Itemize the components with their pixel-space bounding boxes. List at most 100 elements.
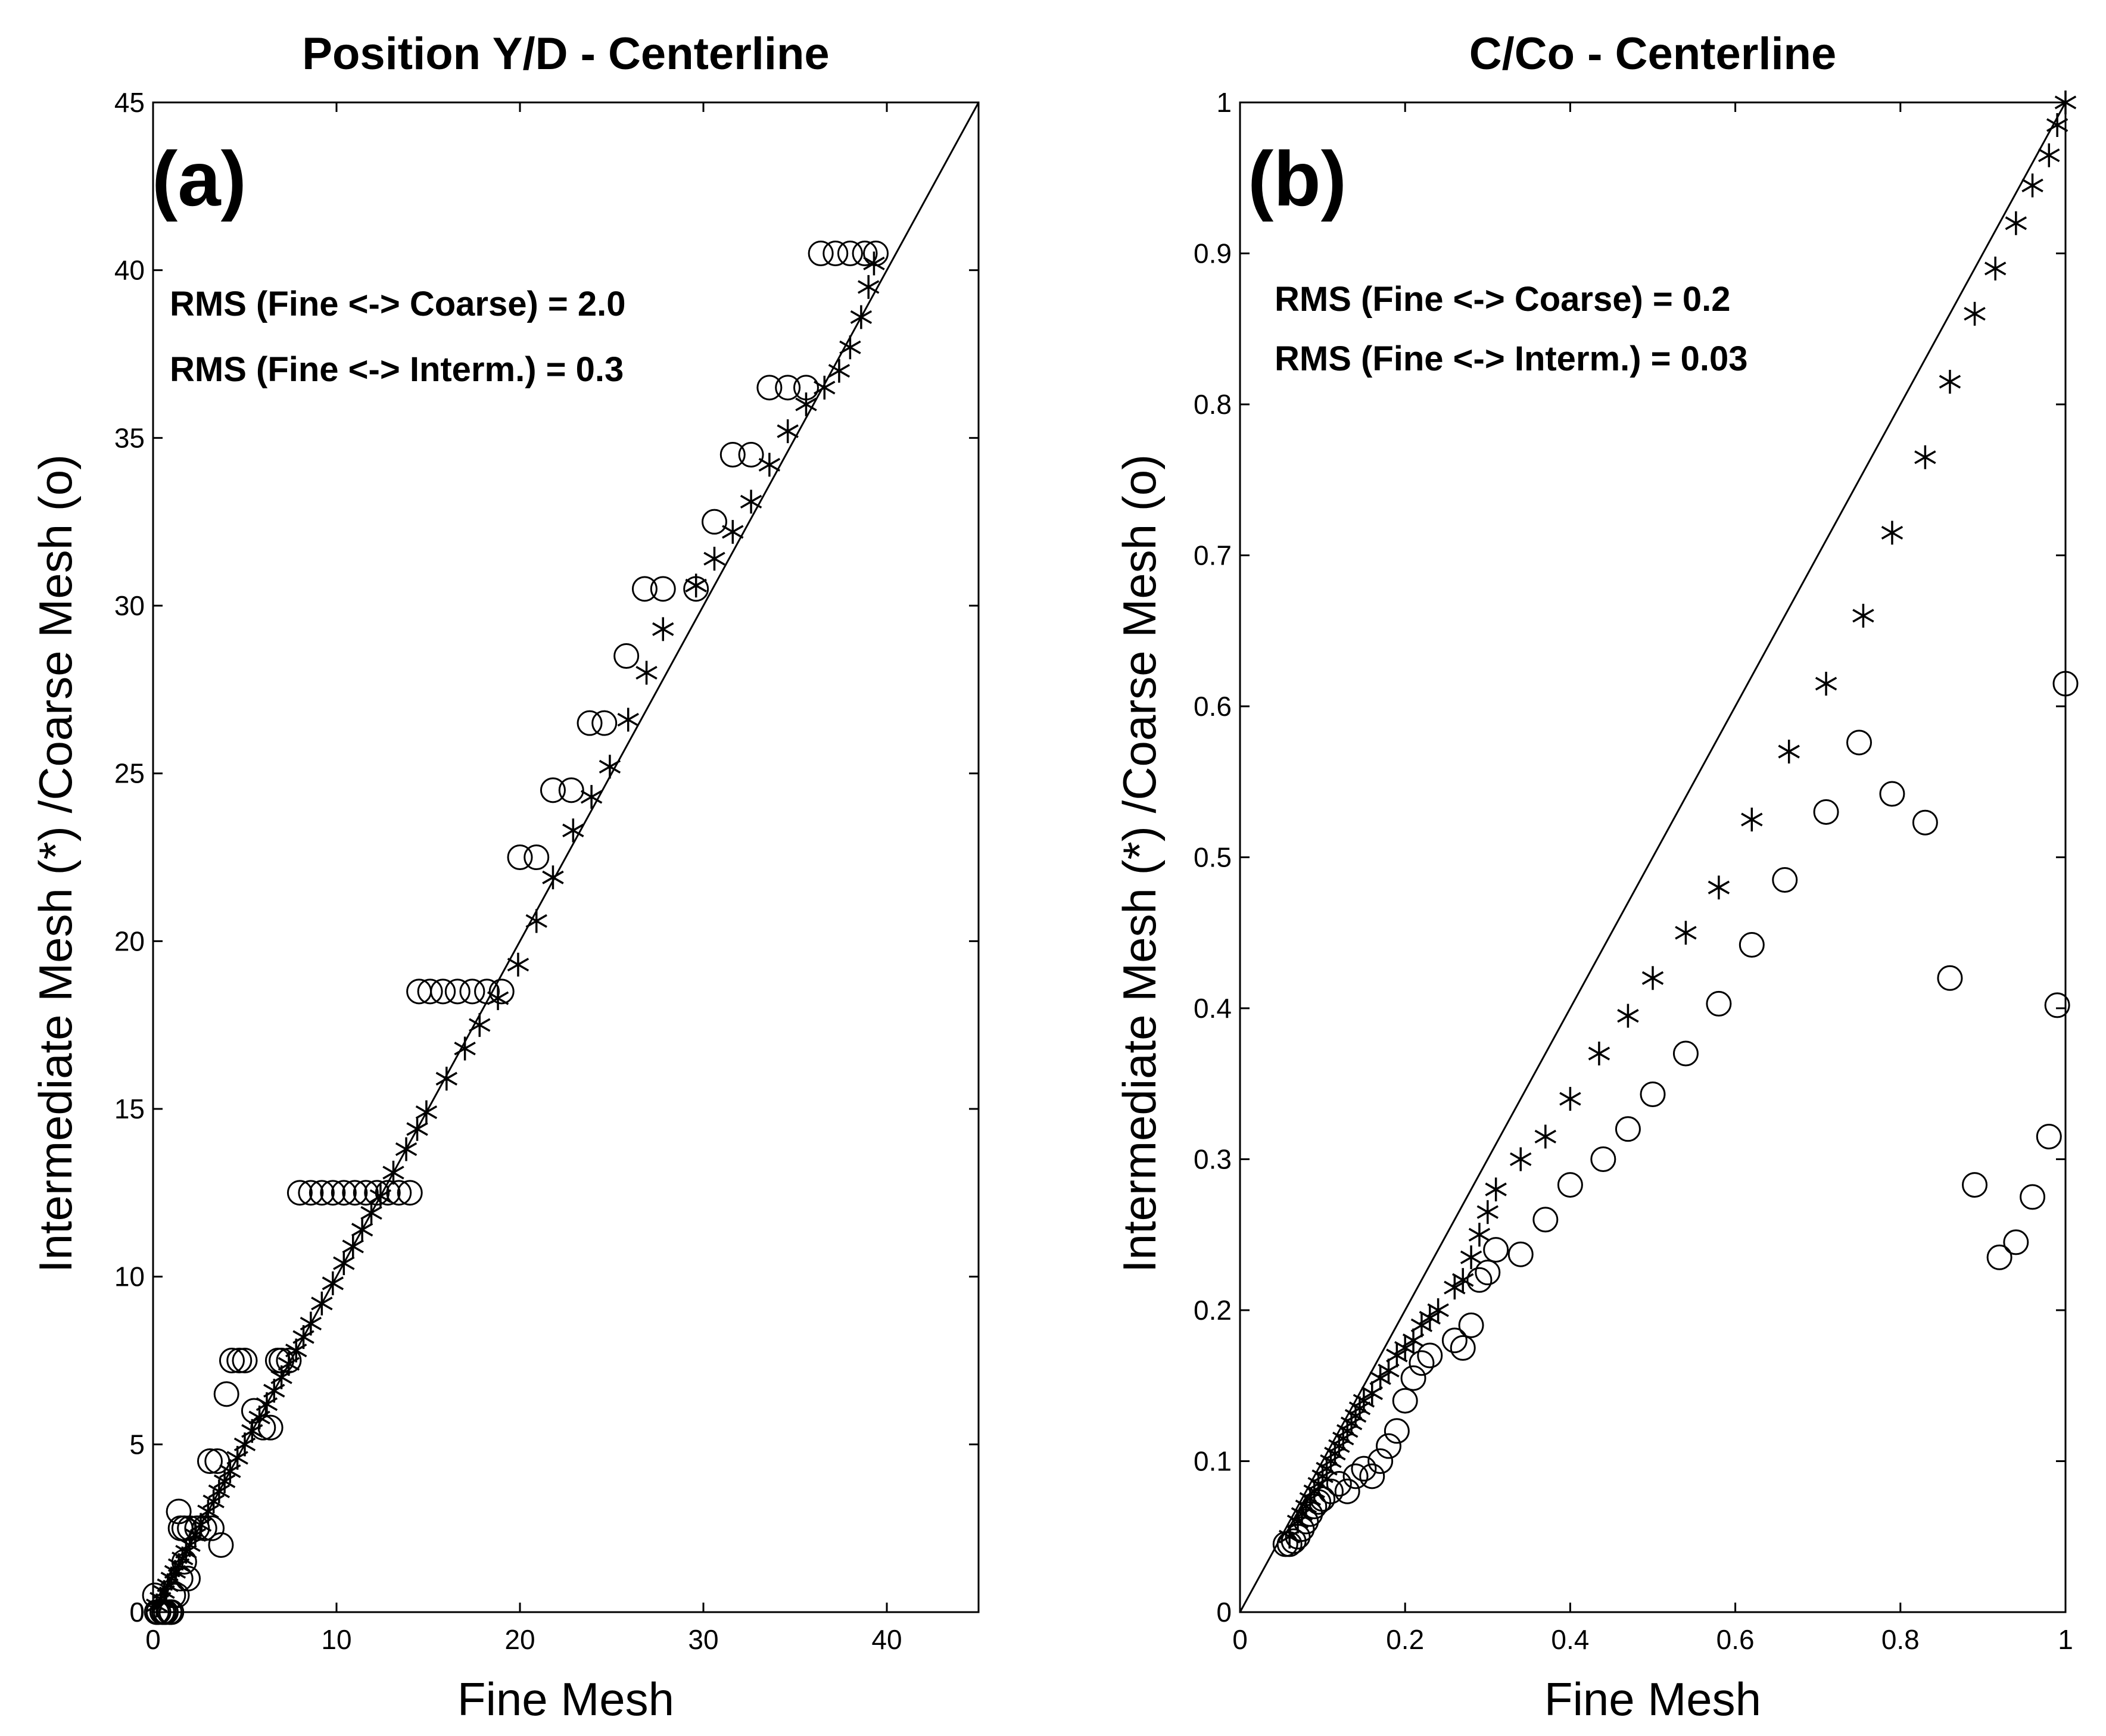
- intermediate-mesh-point: [703, 547, 725, 571]
- y-tick-label: 0.3: [1194, 1144, 1232, 1175]
- coarse-mesh-point: [177, 1515, 203, 1541]
- intermediate-mesh-point: [828, 359, 850, 383]
- intermediate-mesh-point: [1410, 1313, 1433, 1338]
- intermediate-mesh-point: [1815, 671, 1837, 696]
- y-tick-label: 10: [114, 1261, 145, 1292]
- coarse-mesh-point: [1986, 1244, 2012, 1270]
- coarse-mesh-point: [232, 1348, 258, 1373]
- coarse-mesh-point: [444, 978, 471, 1005]
- panel-b-y-axis-label: Intermediate Mesh (*) /Coarse Mesh (o): [1113, 454, 1166, 1273]
- intermediate-mesh-point: [2005, 211, 2027, 235]
- panel-a-ticks: 0 10 20 30 40 0 5 10 15 20 25 30 35 40 45: [114, 87, 979, 1655]
- intermediate-mesh-point: [1708, 875, 1730, 900]
- coarse-mesh-point: [1285, 1523, 1311, 1550]
- panel-b-letter: (b): [1248, 135, 1347, 222]
- intermediate-mesh-point: [1402, 1328, 1425, 1352]
- y-tick-label: 0.9: [1194, 238, 1232, 269]
- intermediate-mesh-point: [1559, 1087, 1581, 1111]
- coarse-mesh-point: [204, 1448, 230, 1474]
- intermediate-mesh-point: [1984, 256, 2007, 280]
- intermediate-mesh-point: [1641, 966, 1664, 990]
- panel-b: C/Co - Centerline 0 0.2 0.4 0.6 0.8 100.10.20…: [1113, 29, 2079, 1725]
- coarse-mesh-point: [397, 1180, 423, 1206]
- coarse-mesh-point: [775, 375, 801, 401]
- coarse-mesh-point: [1846, 730, 1872, 756]
- intermediate-mesh-point: [1427, 1298, 1449, 1322]
- panel-a-rms-coarse: RMS (Fine <-> Coarse) = 2.0: [170, 285, 626, 323]
- coarse-mesh-point: [1289, 1516, 1315, 1542]
- y-tick-label: 35: [114, 422, 145, 453]
- coarse-mesh-point: [171, 1515, 197, 1541]
- panel-b-ticks: 0 0.2 0.4 0.6 0.8 1 0 0.1 0.2 0.3 0.4 0.5 0.6 0.7 0.8 0…: [1194, 87, 2073, 1655]
- intermediate-mesh-point: [1444, 1275, 1466, 1299]
- coarse-mesh-point: [1359, 1463, 1385, 1489]
- coarse-mesh-point: [1532, 1207, 1559, 1233]
- panel-b-title: C/Co - Centerline: [1469, 29, 1837, 79]
- intermediate-mesh-point: [777, 419, 799, 444]
- coarse-mesh-point: [1317, 1478, 1344, 1504]
- coarse-mesh-point: [1450, 1335, 1476, 1361]
- intermediate-mesh-point: [795, 392, 817, 416]
- panel-a-rms-interm: RMS (Fine <-> Interm.) = 0.3: [170, 350, 624, 389]
- y-tick-label: 20: [114, 925, 145, 956]
- x-tick-label: 0.6: [1716, 1624, 1755, 1655]
- coarse-mesh-point: [167, 1566, 194, 1592]
- panel-b-identity-line: [1239, 102, 2067, 1613]
- coarse-mesh-point: [1507, 1241, 1534, 1267]
- coarse-mesh-point: [507, 844, 533, 870]
- coarse-mesh-point: [1409, 1350, 1435, 1376]
- coarse-mesh-point: [1342, 1463, 1369, 1489]
- y-tick-label: 15: [114, 1093, 145, 1124]
- coarse-mesh-point: [2036, 1123, 2062, 1149]
- x-tick-label: 0: [145, 1624, 161, 1655]
- y-tick-label: 0.4: [1194, 993, 1232, 1024]
- coarse-mesh-point: [1672, 1040, 1699, 1067]
- x-tick-label: 30: [688, 1624, 718, 1655]
- coarse-mesh-point: [208, 1532, 234, 1558]
- intermediate-mesh-point: [635, 660, 658, 685]
- coarse-mesh-point: [331, 1180, 357, 1206]
- intermediate-mesh-point: [1534, 1124, 1557, 1149]
- coarse-mesh-point: [613, 643, 640, 669]
- intermediate-mesh-point: [1881, 521, 1904, 545]
- coarse-mesh-point: [1375, 1433, 1401, 1459]
- coarse-mesh-point: [1483, 1237, 1509, 1263]
- coarse-mesh-point: [488, 978, 515, 1005]
- intermediate-mesh-point: [2021, 173, 2043, 198]
- coarse-mesh-point: [1326, 1471, 1352, 1497]
- x-tick-label: 40: [871, 1624, 902, 1655]
- coarse-mesh-point: [1392, 1388, 1418, 1414]
- y-tick-label: 1: [1216, 87, 1232, 118]
- coarse-mesh-point: [226, 1348, 253, 1373]
- coarse-mesh-point: [1937, 965, 1963, 991]
- x-tick-label: 20: [504, 1624, 535, 1655]
- intermediate-mesh-point: [722, 520, 744, 544]
- intermediate-mesh-point: [1386, 1344, 1408, 1368]
- coarse-mesh-point: [1384, 1418, 1410, 1444]
- coarse-mesh-point: [353, 1180, 379, 1206]
- coarse-mesh-point: [577, 710, 603, 736]
- coarse-mesh-point: [1962, 1172, 1988, 1198]
- coarse-mesh-point: [1334, 1478, 1360, 1504]
- y-tick-label: 0.1: [1194, 1446, 1232, 1477]
- coarse-mesh-point: [219, 1348, 245, 1373]
- coarse-mesh-point: [863, 241, 889, 266]
- panel-b-marks: [1272, 91, 2079, 1557]
- panel-a: Position Y/D - Centerline 0 10 20 30 40 0 5 10 1…: [29, 29, 980, 1725]
- x-tick-label: 10: [321, 1624, 351, 1655]
- coarse-mesh-point: [459, 978, 485, 1005]
- coarse-mesh-point: [286, 1180, 313, 1206]
- coarse-mesh-point: [1293, 1509, 1319, 1535]
- coarse-mesh-point: [558, 777, 584, 803]
- coarse-mesh-point: [309, 1180, 335, 1206]
- coarse-mesh-point: [2020, 1184, 2046, 1210]
- intermediate-mesh-point: [1476, 1200, 1498, 1224]
- y-tick-label: 30: [114, 590, 145, 621]
- coarse-mesh-point: [1879, 781, 1905, 807]
- y-tick-label: 0: [129, 1597, 145, 1628]
- intermediate-mesh-point: [1778, 740, 1800, 764]
- coarse-mesh-point: [1475, 1260, 1501, 1286]
- intermediate-mesh-point: [758, 453, 781, 477]
- coarse-mesh-point: [298, 1180, 324, 1206]
- intermediate-mesh-point: [1485, 1177, 1507, 1202]
